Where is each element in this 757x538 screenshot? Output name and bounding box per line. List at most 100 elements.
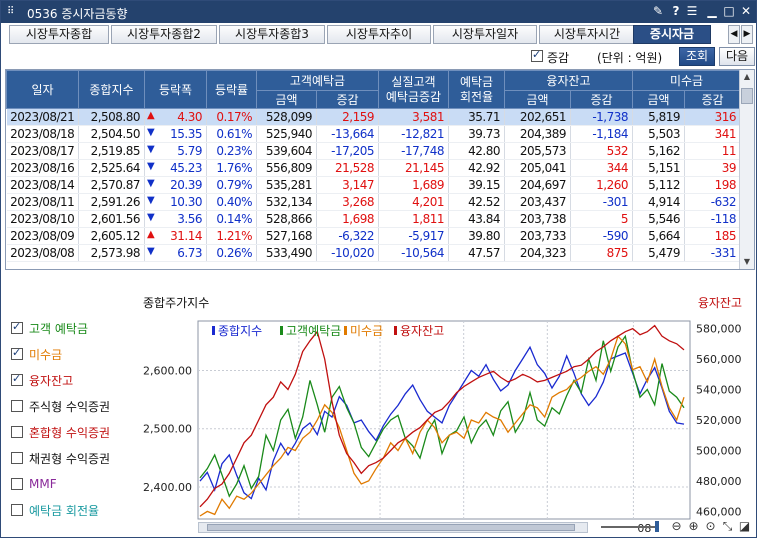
zoom-slider-thumb[interactable]	[655, 521, 659, 532]
header-loan-delta[interactable]: 증감	[570, 90, 633, 109]
option-deposit[interactable]: 고객 예탁금	[11, 315, 136, 341]
cell-value: 10.30	[170, 195, 202, 209]
header-loan[interactable]: 융자잔고	[504, 70, 633, 91]
scroll-up-icon[interactable]: ▲	[743, 72, 751, 81]
cell-index: 2,504.50	[78, 125, 145, 143]
header-deposit-delta[interactable]: 증감	[316, 90, 379, 109]
cell-value: 5.79	[177, 144, 202, 158]
table-row[interactable]: 2023/08/21 2,508.80 ▲ 4.30 0.17% 528,099 2,159…	[6, 108, 741, 126]
option-mixed-fund[interactable]: 혼합형 수익증권	[11, 419, 136, 445]
option-loan[interactable]: 융자잔고	[11, 367, 136, 393]
zoom-slider-track[interactable]	[601, 526, 659, 528]
line-chart[interactable]: 2,600.00 2,500.00 2,400.00 580,000 560,000 54…	[1, 291, 757, 537]
header-deposit[interactable]: 고객예탁금	[256, 70, 379, 91]
zoom-out-icon[interactable]: ⊖	[671, 519, 682, 533]
cell-change: ▲ 31.14	[144, 227, 207, 245]
cell-turn: 39.73	[448, 125, 505, 143]
tab-market-summary-3[interactable]: 시장투자종합3	[219, 25, 325, 44]
header-unpaid[interactable]: 미수금	[632, 70, 741, 91]
close-icon[interactable]: ✕	[740, 4, 752, 18]
option-bond-fund[interactable]: 채권형 수익증권	[11, 445, 136, 471]
horizontal-scrollbar[interactable]	[198, 522, 588, 533]
cell-value: 202,651	[519, 110, 567, 124]
header-change[interactable]: 등락폭	[144, 70, 207, 109]
cell-value: 31.14	[170, 229, 202, 243]
cell-unp_d: -118	[684, 210, 741, 228]
next-button[interactable]: 다음	[719, 47, 755, 66]
cell-value: 20.39	[170, 178, 202, 192]
legend-swatch	[212, 326, 215, 335]
option-turnover[interactable]: 예탁금 회전율	[11, 497, 136, 523]
tab-next-icon[interactable]: ▶	[741, 25, 753, 44]
tab-market-summary[interactable]: 시장투자종합	[9, 25, 109, 44]
option-checkbox[interactable]	[11, 320, 23, 334]
settings-icon[interactable]: ☰	[686, 4, 698, 18]
title-bar[interactable]: ⠿ 0536 증시자금동향 ✎ ? ☰ ▁ □ ✕	[1, 1, 756, 23]
window-title: 0536 증시자금동향	[27, 7, 128, 21]
header-rate[interactable]: 등락률	[206, 70, 257, 109]
table-row[interactable]: 2023/08/11 2,591.26 ▼ 10.30 0.40% 532,134 3,26…	[6, 193, 741, 211]
tab-market-daily[interactable]: 시장투자일자	[433, 25, 537, 44]
option-mmf[interactable]: MMF	[11, 471, 136, 497]
tab-market-summary-2[interactable]: 시장투자종합2	[111, 25, 217, 44]
option-checkbox[interactable]	[11, 372, 23, 386]
table-row[interactable]: 2023/08/18 2,504.50 ▼ 15.35 0.61% 525,940 -13,…	[6, 125, 741, 143]
option-unpaid[interactable]: 미수금	[11, 341, 136, 367]
cell-real: 1,689	[378, 176, 449, 194]
h-scroll-thumb[interactable]	[207, 524, 575, 531]
search-button[interactable]: 조회	[679, 47, 715, 66]
maximize-icon[interactable]: □	[723, 4, 735, 18]
minimize-icon[interactable]: ▁	[707, 4, 717, 18]
header-index[interactable]: 종합지수	[78, 70, 145, 109]
table-row[interactable]: 2023/08/17 2,519.85 ▼ 5.79 0.23% 539,604 -17,2…	[6, 142, 741, 160]
header-deposit-amount[interactable]: 금액	[256, 90, 317, 109]
option-checkbox[interactable]	[11, 452, 23, 464]
help-icon[interactable]: ?	[672, 4, 680, 18]
header-real-deposit[interactable]: 실질고객 예탁금증감	[378, 70, 449, 109]
zoom-reset-icon[interactable]: ⊙	[705, 519, 716, 533]
menu-grip-icon[interactable]: ⠿	[7, 6, 14, 17]
cell-change: ▲ 4.30	[144, 108, 207, 126]
cell-loan_d: 5	[570, 210, 633, 228]
table-row[interactable]: 2023/08/16 2,525.64 ▼ 45.23 1.76% 556,809 21,5…	[6, 159, 741, 177]
table-row[interactable]: 2023/08/10 2,601.56 ▼ 3.56 0.14% 528,866 1,698…	[6, 210, 741, 228]
cell-change: ▼ 45.23	[144, 159, 207, 177]
cell-value: 39.80	[468, 229, 500, 243]
tab-prev-icon[interactable]: ◀	[728, 25, 740, 44]
zoom-in-icon[interactable]: ⊕	[688, 519, 699, 533]
option-checkbox[interactable]	[11, 504, 23, 516]
table-row[interactable]: 2023/08/09 2,605.12 ▲ 31.14 1.21% 527,168 -6,3…	[6, 227, 741, 245]
chart-settings-icon[interactable]: ◪	[738, 519, 751, 533]
option-checkbox[interactable]	[11, 478, 23, 490]
table-row[interactable]: 2023/08/08 2,573.98 ▼ 6.73 0.26% 533,490 -10,0…	[6, 244, 741, 262]
cell-value: 532	[606, 144, 629, 158]
change-checkbox[interactable]	[531, 48, 543, 62]
vertical-scrollbar[interactable]: ▲ ▼	[739, 70, 754, 269]
cell-value: 5,151	[648, 161, 680, 175]
cell-change: ▼ 10.30	[144, 193, 207, 211]
scroll-down-icon[interactable]: ▼	[743, 257, 751, 266]
cell-value: -1,738	[592, 110, 628, 124]
unit-label: (단위 : 억원)	[597, 51, 663, 65]
cell-value: 344	[606, 161, 629, 175]
tab-market-trend[interactable]: 시장투자추이	[327, 25, 431, 44]
cell-dep: 528,866	[256, 210, 317, 228]
scroll-thumb[interactable]	[741, 88, 753, 104]
header-date[interactable]: 일자	[6, 70, 79, 109]
option-checkbox[interactable]	[11, 346, 23, 360]
tab-market-time[interactable]: 시장투자시간	[539, 25, 635, 44]
table-row[interactable]: 2023/08/14 2,570.87 ▼ 20.39 0.79% 535,281 3,14…	[6, 176, 741, 194]
header-turnover[interactable]: 예탁금 회전율	[448, 70, 505, 109]
arrow-down-icon: ▼	[147, 195, 155, 206]
option-checkbox[interactable]	[11, 426, 23, 438]
pin-icon[interactable]: ✎	[652, 4, 664, 18]
header-unpaid-amount[interactable]: 금액	[632, 90, 685, 109]
cell-unp: 5,162	[632, 142, 685, 160]
option-checkbox[interactable]	[11, 400, 23, 412]
tab-stock-funds[interactable]: 증시자금	[633, 25, 711, 44]
cell-value: 2,159	[342, 110, 374, 124]
option-equity-fund[interactable]: 주식형 수익증권	[11, 393, 136, 419]
header-loan-amount[interactable]: 금액	[504, 90, 571, 109]
zoom-fit-icon[interactable]: ⤡	[722, 519, 733, 533]
header-unpaid-delta[interactable]: 증감	[684, 90, 741, 109]
